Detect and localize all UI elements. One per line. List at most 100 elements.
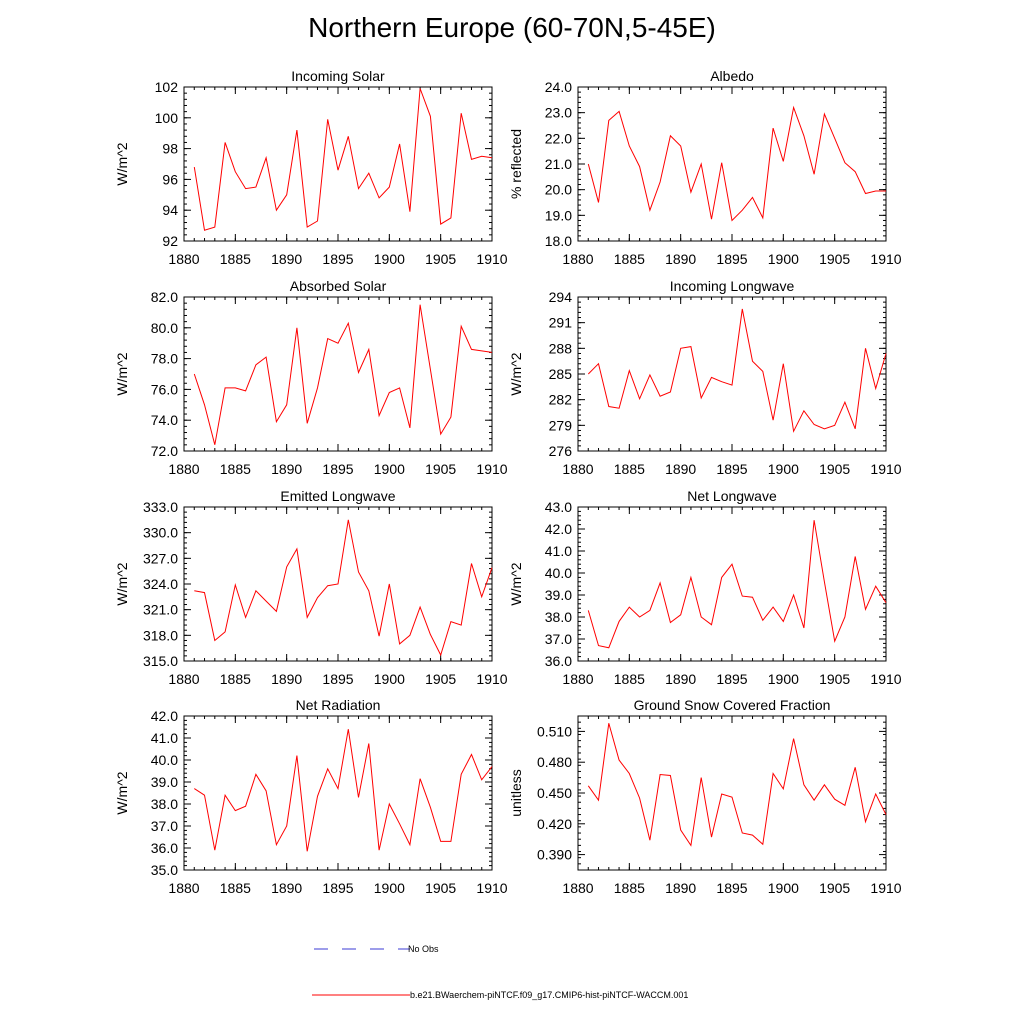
x-tick-label: 1880 (562, 671, 593, 687)
y-tick-label: 315.0 (143, 653, 178, 669)
y-tick-label: 42.0 (545, 521, 572, 537)
obs-legend-line (314, 948, 410, 950)
x-tick-label: 1885 (614, 880, 645, 896)
x-tick-label: 1890 (271, 671, 302, 687)
x-tick-label: 1900 (768, 671, 799, 687)
y-tick-label: 279 (549, 417, 573, 433)
y-tick-label: 276 (549, 443, 573, 459)
y-tick-label: 100 (155, 110, 179, 126)
x-tick-label: 1885 (614, 671, 645, 687)
y-tick-label: 92 (162, 233, 178, 249)
y-tick-label: 43.0 (545, 499, 572, 515)
x-tick-label: 1905 (819, 880, 850, 896)
x-tick-label: 1905 (425, 251, 456, 267)
chart-panel: Emitted Longwave W/m^2 1880 1885 1890 1895 190… (114, 488, 508, 687)
y-tick-label: 38.0 (151, 796, 178, 812)
y-tick-label: 94 (162, 202, 178, 218)
x-tick-label: 1900 (768, 880, 799, 896)
x-tick-label: 1890 (665, 671, 696, 687)
y-tick-label: 39.0 (545, 587, 572, 603)
x-tick-label: 1880 (168, 251, 199, 267)
chart-panel: Net Longwave W/m^2 1880 1885 1890 1895 1900 190… (508, 488, 902, 687)
x-tick-label: 1910 (870, 671, 901, 687)
x-tick-label: 1900 (768, 461, 799, 477)
x-tick-label: 1880 (168, 461, 199, 477)
y-axis-label: unitless (508, 769, 524, 816)
x-tick-label: 1910 (476, 880, 507, 896)
x-tick-label: 1905 (425, 671, 456, 687)
plot-frame (183, 296, 493, 452)
x-tick-label: 1895 (716, 880, 747, 896)
x-tick-label: 1910 (476, 671, 507, 687)
y-tick-label: 42.0 (151, 708, 178, 724)
chart-panel: Absorbed Solar W/m^2 1880 1885 1890 1895 1900 1… (114, 278, 508, 477)
series-line (193, 88, 493, 231)
y-tick-label: 321.0 (143, 602, 178, 618)
x-tick-label: 1900 (374, 251, 405, 267)
y-tick-label: 35.0 (151, 862, 178, 878)
series-line (587, 308, 887, 433)
y-axis-label: W/m^2 (114, 142, 130, 185)
y-tick-label: 20.0 (545, 182, 572, 198)
y-tick-label: 74.0 (151, 412, 178, 428)
x-tick-label: 1905 (819, 251, 850, 267)
panel-title: Incoming Longwave (670, 278, 795, 294)
panel-title: Emitted Longwave (280, 488, 395, 504)
x-tick-label: 1895 (322, 251, 353, 267)
series-line (587, 105, 886, 222)
y-tick-label: 0.510 (537, 723, 572, 739)
x-tick-label: 1895 (322, 671, 353, 687)
panel-title: Net Longwave (687, 488, 777, 504)
panel-title: Incoming Solar (291, 68, 385, 84)
x-tick-label: 1910 (870, 461, 901, 477)
y-tick-label: 0.480 (537, 754, 572, 770)
x-tick-label: 1905 (425, 461, 456, 477)
y-tick-label: 37.0 (545, 631, 572, 647)
x-tick-label: 1905 (425, 880, 456, 896)
y-tick-label: 72.0 (151, 443, 178, 459)
x-tick-label: 1890 (665, 251, 696, 267)
y-tick-label: 288 (549, 340, 573, 356)
y-axis-label: % reflected (508, 129, 524, 199)
x-tick-label: 1895 (716, 461, 747, 477)
y-tick-label: 102 (155, 79, 179, 95)
y-tick-label: 40.0 (151, 752, 178, 768)
y-tick-label: 294 (549, 289, 573, 305)
x-tick-label: 1890 (271, 461, 302, 477)
y-tick-label: 282 (549, 392, 573, 408)
x-tick-label: 1900 (768, 251, 799, 267)
x-tick-label: 1890 (271, 880, 302, 896)
x-tick-label: 1885 (220, 251, 251, 267)
y-tick-label: 36.0 (545, 653, 572, 669)
x-tick-label: 1890 (271, 251, 302, 267)
x-tick-label: 1885 (220, 461, 251, 477)
x-tick-label: 1885 (220, 880, 251, 896)
y-tick-label: 40.0 (545, 565, 572, 581)
model-legend-label: b.e21.BWaerchem-piNTCF.f09_g17.CMIP6-his… (410, 990, 689, 1000)
x-tick-label: 1910 (476, 461, 507, 477)
panel-title: Net Radiation (296, 697, 381, 713)
y-tick-label: 98 (162, 141, 178, 157)
x-tick-label: 1910 (870, 880, 901, 896)
chart-panel: Ground Snow Covered Fraction unitless 1880… (508, 697, 902, 896)
y-tick-label: 22.0 (545, 130, 572, 146)
plot-frame (183, 86, 493, 242)
x-tick-label: 1910 (476, 251, 507, 267)
series-line (194, 519, 493, 657)
y-tick-label: 285 (549, 366, 573, 382)
figure-title: Northern Europe (60-70N,5-45E) (308, 12, 716, 43)
x-tick-label: 1885 (614, 461, 645, 477)
y-tick-label: 96 (162, 171, 178, 187)
x-tick-label: 1880 (168, 880, 199, 896)
chart-panel: Incoming Solar W/m^2 1880 1885 1890 1895 1900 1… (114, 68, 508, 267)
chart-panel: Albedo % reflected 1880 1885 1890 1895 1900 190… (508, 68, 902, 267)
y-axis-label: W/m^2 (508, 562, 524, 605)
chart-panel: Incoming Longwave W/m^2 1880 1885 1890 1895 19… (508, 278, 902, 477)
panel-title: Ground Snow Covered Fraction (634, 697, 831, 713)
x-tick-label: 1885 (614, 251, 645, 267)
y-tick-label: 23.0 (545, 105, 572, 121)
x-tick-label: 1890 (665, 880, 696, 896)
x-tick-label: 1880 (562, 461, 593, 477)
series-line (194, 729, 493, 852)
